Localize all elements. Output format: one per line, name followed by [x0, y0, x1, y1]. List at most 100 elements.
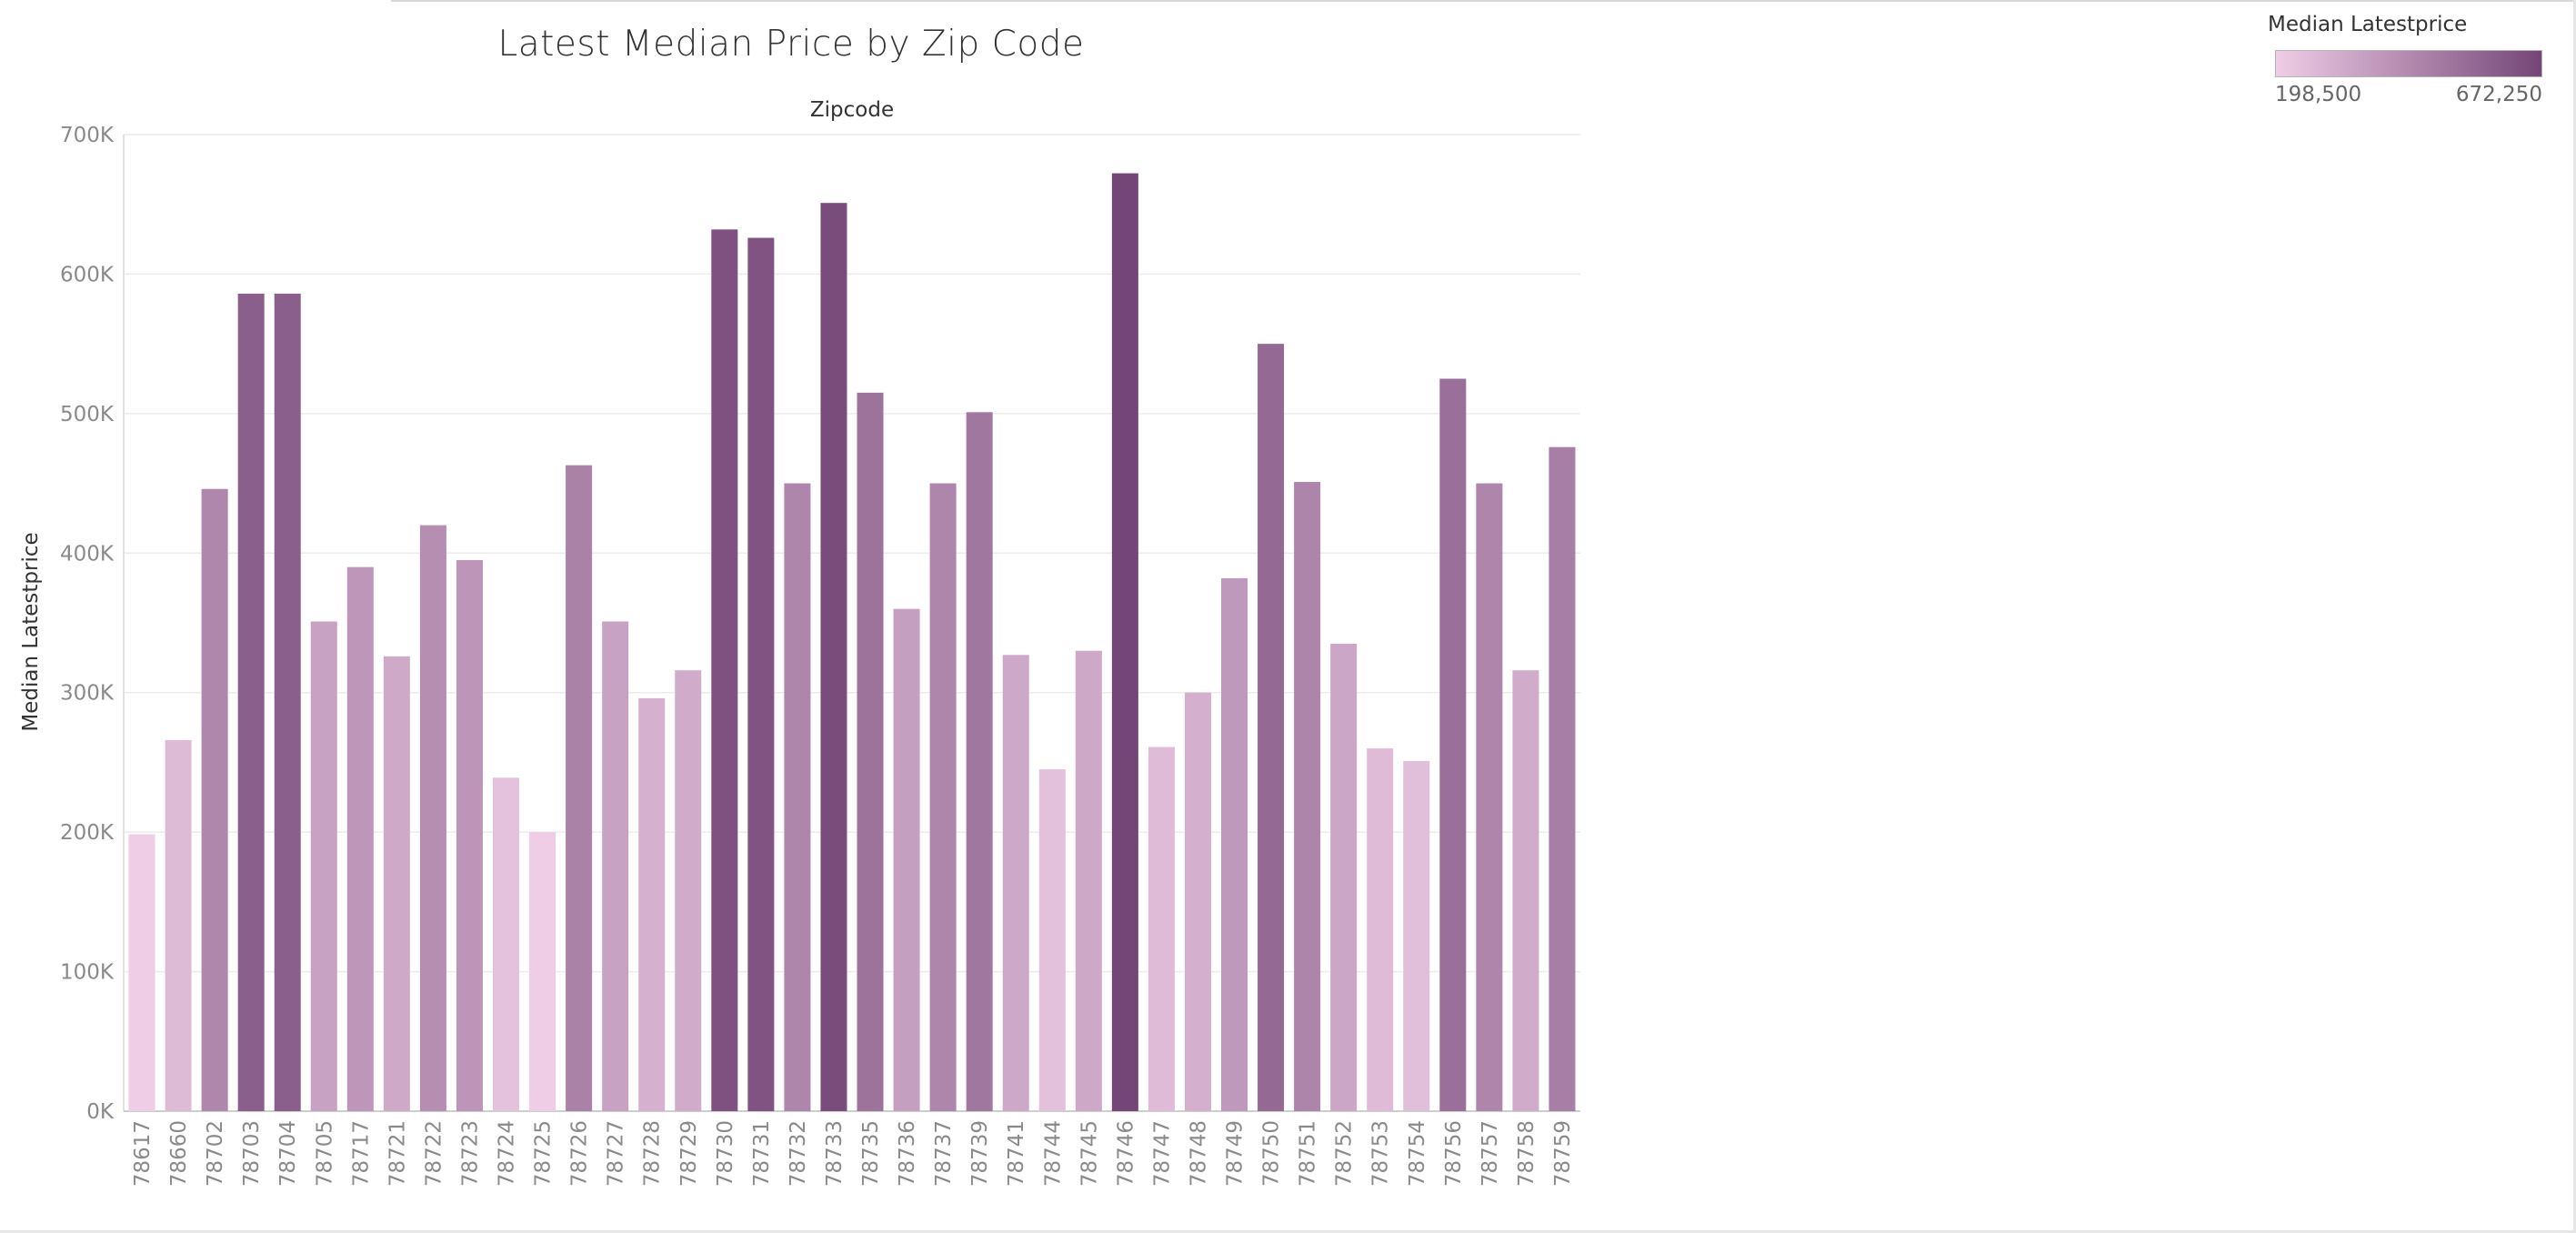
- bar-78717: [346, 566, 374, 1111]
- bar-78750: [1258, 344, 1285, 1112]
- y-tick-label: 700K: [60, 124, 115, 147]
- frame-top-border: [391, 0, 2576, 2]
- bar-78756: [1439, 378, 1467, 1111]
- bar-78757: [1476, 483, 1503, 1111]
- bar-78751: [1294, 482, 1321, 1111]
- bar-78732: [784, 483, 811, 1111]
- bar-78747: [1148, 747, 1175, 1111]
- legend-min-label: 198,500: [2275, 83, 2362, 106]
- bar-78745: [1075, 650, 1102, 1111]
- bar-78704: [274, 293, 301, 1111]
- x-tick-label: 78724: [496, 1120, 519, 1187]
- x-tick-label: 78759: [1551, 1120, 1575, 1187]
- y-tick-label: 100K: [60, 961, 115, 985]
- bar-78702: [201, 488, 228, 1111]
- bar-78724: [493, 777, 520, 1111]
- y-tick-label: 400K: [60, 542, 115, 566]
- x-tick-label: 78733: [823, 1120, 847, 1187]
- x-tick-label: 78729: [677, 1120, 701, 1187]
- x-tick-label: 78750: [1260, 1120, 1284, 1187]
- bar-78723: [456, 559, 483, 1111]
- x-tick-label: 78732: [787, 1120, 810, 1187]
- bars: [128, 173, 1576, 1112]
- x-tick-label: 78746: [1114, 1120, 1138, 1187]
- bar-78725: [529, 832, 556, 1111]
- bar-78727: [602, 621, 629, 1111]
- y-axis-title: Median Latestprice: [19, 532, 43, 731]
- x-tick-label: 78721: [386, 1120, 409, 1187]
- x-tick-label: 78736: [896, 1120, 919, 1187]
- y-tick-label: 600K: [60, 263, 115, 286]
- x-tick-label: 78727: [605, 1120, 628, 1187]
- bar-78705: [310, 621, 337, 1111]
- frame-bottom-border: [0, 1230, 2576, 1233]
- y-tick-label: 0K: [86, 1100, 115, 1124]
- legend-range-labels: 198,500 672,250: [2275, 83, 2542, 110]
- bar-78749: [1221, 577, 1248, 1111]
- bar-78726: [566, 465, 593, 1111]
- x-tick-label: 78757: [1478, 1120, 1502, 1187]
- bar-78746: [1111, 173, 1138, 1112]
- x-tick-label: 78749: [1224, 1120, 1248, 1187]
- x-tick-label: 78717: [349, 1120, 373, 1187]
- bar-78728: [638, 697, 666, 1111]
- x-tick-label: 78758: [1515, 1120, 1539, 1187]
- bar-78731: [747, 237, 775, 1112]
- x-tick-label: 78705: [313, 1120, 336, 1187]
- bar-78729: [675, 670, 702, 1111]
- bar-78722: [419, 525, 446, 1111]
- x-tick-label: 78753: [1369, 1120, 1393, 1187]
- legend-color-ramp[interactable]: [2275, 50, 2542, 77]
- x-tick-label: 78722: [422, 1120, 446, 1187]
- column-header: Zipcode: [810, 98, 894, 122]
- bar-78753: [1367, 748, 1394, 1111]
- x-tick-label: 78704: [276, 1120, 300, 1187]
- bar-78754: [1403, 760, 1430, 1111]
- bar-78721: [383, 656, 410, 1111]
- x-tick-label: 78731: [750, 1120, 774, 1187]
- bar-78703: [237, 293, 265, 1111]
- bar-78736: [893, 608, 920, 1111]
- chart-title: Latest Median Price by Zip Code: [497, 24, 1085, 65]
- color-legend[interactable]: Median Latestprice 198,500 672,250: [2264, 13, 2546, 110]
- x-tick-label: 78725: [532, 1120, 556, 1187]
- bar-78660: [165, 739, 192, 1111]
- bar-78737: [929, 483, 957, 1111]
- legend-title: Median Latestprice: [2268, 13, 2468, 36]
- bar-78735: [857, 392, 884, 1111]
- y-tick-label: 300K: [60, 682, 115, 706]
- y-tick-label: 200K: [60, 821, 115, 845]
- bar-78759: [1549, 446, 1576, 1111]
- gridlines: [124, 134, 1580, 973]
- frame-right-border: [2573, 0, 2576, 1233]
- x-tick-label: 78748: [1187, 1120, 1210, 1187]
- axes: [123, 135, 1580, 1112]
- x-tick-label: 78751: [1297, 1120, 1320, 1187]
- x-tick-label: 78730: [714, 1120, 737, 1187]
- bar-78617: [128, 834, 155, 1111]
- x-tick-label: 78745: [1078, 1120, 1101, 1187]
- x-tick-label: 78660: [167, 1120, 191, 1187]
- x-tick-label: 78723: [458, 1120, 482, 1187]
- bar-78733: [820, 203, 847, 1111]
- bar-78758: [1512, 670, 1539, 1111]
- x-tick-label: 78756: [1442, 1120, 1466, 1187]
- x-tick-label: 78702: [204, 1120, 227, 1187]
- x-tick-label: 78737: [932, 1120, 956, 1187]
- x-tick-label: 78617: [131, 1120, 155, 1187]
- bar-78739: [966, 412, 993, 1111]
- bar-78730: [711, 229, 738, 1111]
- x-tick-label: 78747: [1150, 1120, 1174, 1187]
- bar-78752: [1330, 644, 1358, 1111]
- x-tick-label: 78752: [1333, 1120, 1357, 1187]
- labels: 0K 100K 200K 300K 400K 500K 600K 700K Zipcode Med…: [19, 98, 1575, 1187]
- x-tick-label: 78735: [859, 1120, 883, 1187]
- x-tick-label: 78754: [1406, 1120, 1429, 1187]
- legend-max-label: 672,250: [2455, 83, 2542, 106]
- x-tick-label: 78741: [1005, 1120, 1028, 1187]
- x-tick-label: 78703: [240, 1120, 264, 1187]
- bar-78741: [1002, 655, 1029, 1111]
- bar-78744: [1038, 769, 1066, 1111]
- bar-chart: 0K 100K 200K 300K 400K 500K 600K 700K Zipcode Med…: [19, 98, 1580, 1187]
- x-tick-label: 78739: [968, 1120, 992, 1187]
